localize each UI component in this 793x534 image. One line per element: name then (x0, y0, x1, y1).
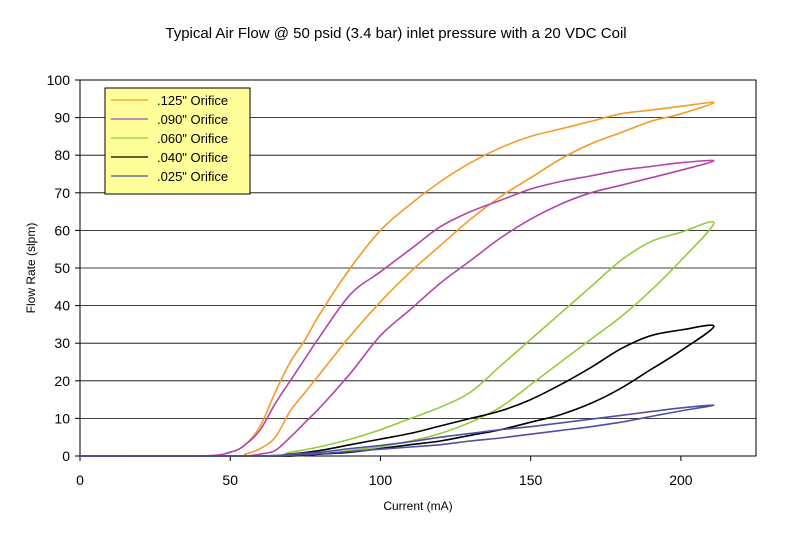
y-tick-label: 100 (47, 72, 71, 88)
legend-label: .125" Orifice (157, 93, 228, 108)
y-tick-label: 30 (54, 335, 70, 351)
series-line-2 (79, 221, 715, 458)
y-tick-label: 10 (54, 410, 70, 426)
x-tick-label: 150 (519, 472, 543, 488)
series-line-4 (79, 404, 715, 457)
x-tick-label: 0 (76, 472, 84, 488)
y-tick-label: 0 (62, 448, 70, 464)
x-axis-ticks: 0 50 100 150 200 (76, 456, 693, 488)
y-tick-label: 40 (54, 298, 70, 314)
series-lines (79, 101, 715, 458)
y-tick-label: 80 (54, 147, 70, 163)
y-tick-label: 90 (54, 110, 70, 126)
series-line-0 (79, 101, 715, 458)
legend-label: .025" Orifice (157, 169, 228, 184)
series-line-3 (79, 324, 715, 457)
legend-label: .090" Orifice (157, 112, 228, 127)
y-tick-label: 20 (54, 373, 70, 389)
legend-label: .040" Orifice (157, 150, 228, 165)
x-tick-label: 200 (669, 472, 693, 488)
x-axis-label: Current (mA) (383, 499, 452, 513)
series-line-1 (79, 159, 715, 458)
legend: .125" Orifice .090" Orifice .060" Orifice.… (104, 87, 251, 195)
legend-label: .060" Orifice (157, 131, 228, 146)
x-tick-label: 100 (369, 472, 393, 488)
y-tick-label: 70 (54, 185, 70, 201)
y-axis-label: Flow Rate (slpm) (24, 223, 38, 314)
chart-title: Typical Air Flow @ 50 psid (3.4 bar) inl… (165, 25, 626, 42)
x-tick-label: 50 (222, 472, 238, 488)
y-tick-label: 50 (54, 260, 70, 276)
y-axis-ticks: 0 10 20 30 40 50 60 70 80 90 100 (47, 72, 80, 464)
y-tick-label: 60 (54, 222, 70, 238)
